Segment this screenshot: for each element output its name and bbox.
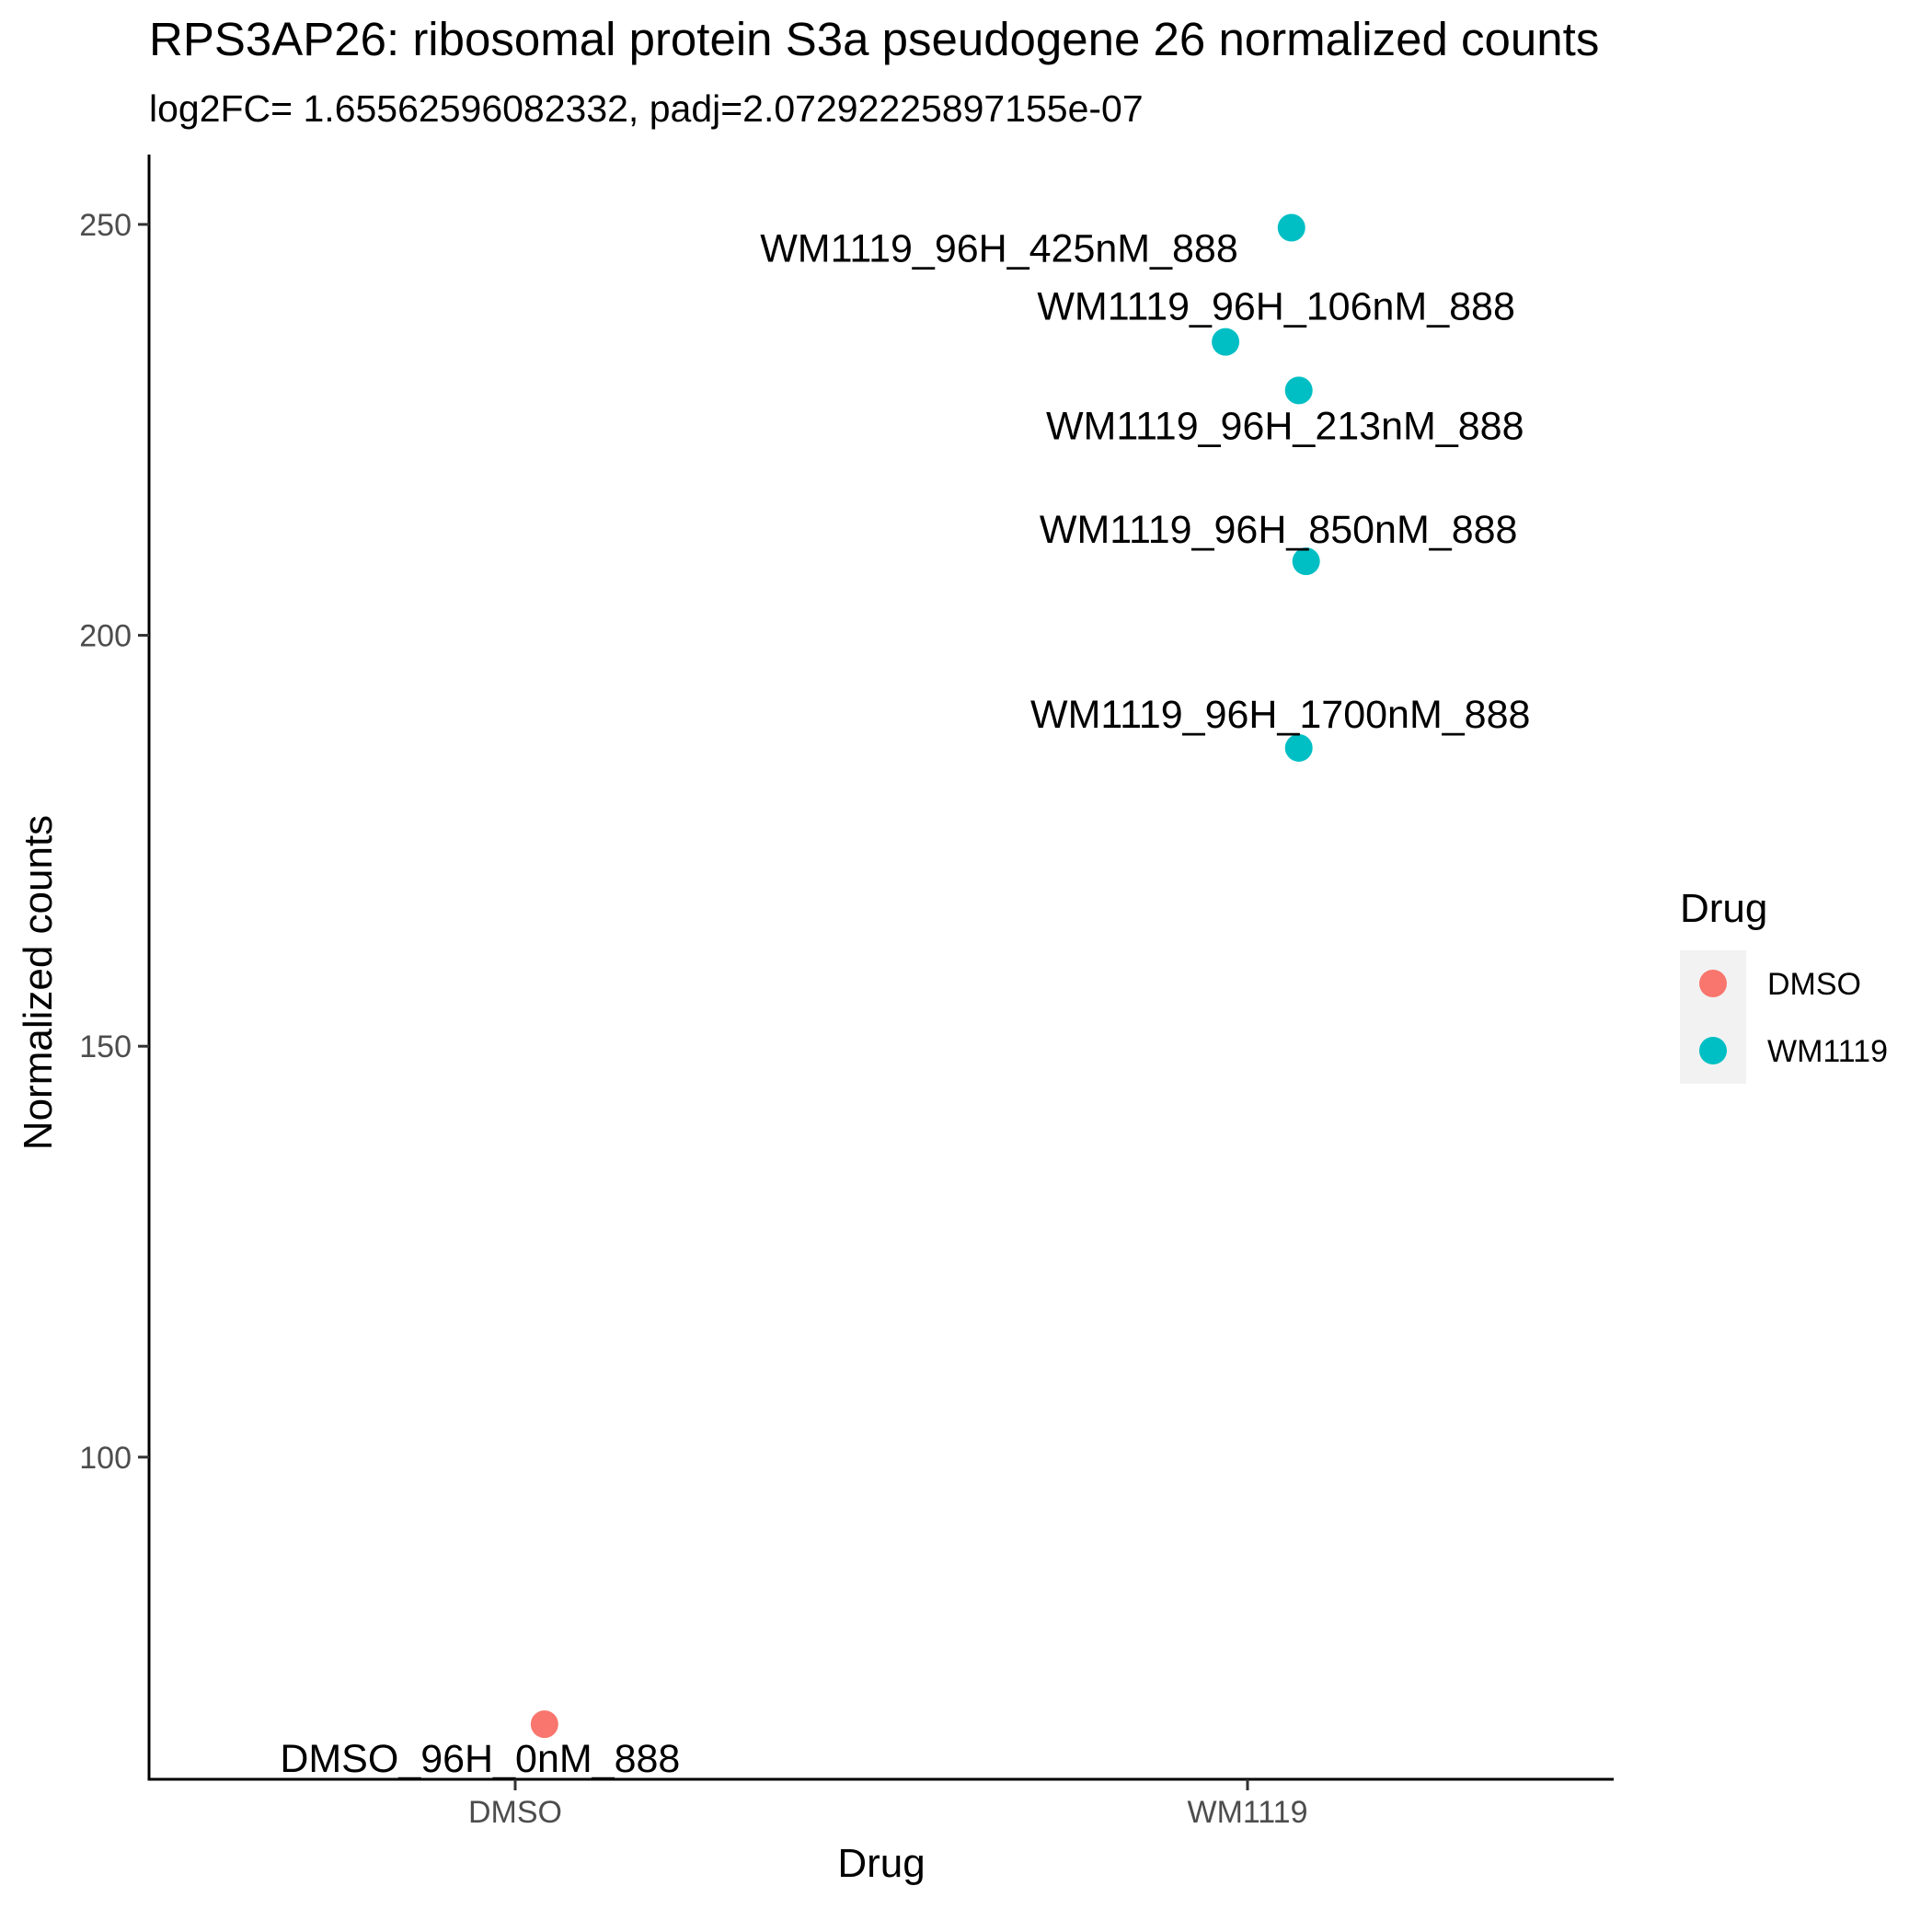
legend-title: Drug (1680, 886, 1767, 931)
y-tick-label: 200 (79, 619, 132, 654)
x-axis-ticks: DMSO WM1119 (468, 1779, 1308, 1830)
data-point (1212, 328, 1240, 356)
point-label: WM1119_96H_1700nM_888 (1030, 693, 1530, 737)
x-axis-title: Drug (837, 1841, 925, 1886)
data-point (1284, 733, 1313, 762)
legend-key (1699, 970, 1727, 997)
y-tick-label: 150 (79, 1029, 132, 1064)
y-axis-ticks: 100 150 200 250 (79, 208, 149, 1476)
point-label: WM1119_96H_850nM_888 (1040, 508, 1518, 552)
data-point (1284, 376, 1313, 405)
data-point (1292, 547, 1320, 576)
data-point (1277, 213, 1305, 242)
y-axis-title: Normalized counts (16, 815, 61, 1150)
x-tick-label: WM1119 (1187, 1795, 1307, 1830)
x-tick-label: DMSO (468, 1795, 562, 1830)
y-tick-label: 250 (79, 208, 132, 243)
legend-key (1699, 1037, 1727, 1064)
legend: Drug DMSO WM1119 (1680, 886, 1888, 1084)
legend-label: DMSO (1767, 967, 1861, 1002)
y-tick-label: 100 (79, 1441, 132, 1476)
point-label: DMSO_96H_0nM_888 (280, 1737, 680, 1781)
point-label: WM1119_96H_425nM_888 (760, 227, 1238, 271)
chart-title: RPS3AP26: ribosomal protein S3a pseudoge… (149, 13, 1599, 65)
plot-area: DMSO_96H_0nM_888 WM1119_96H_425nM_888 WM11… (280, 213, 1530, 1781)
chart-subtitle: log2FC= 1.65562596082332, padj=2.0729222… (149, 87, 1144, 130)
point-label: WM1119_96H_213nM_888 (1046, 404, 1524, 448)
legend-label: WM1119 (1767, 1034, 1888, 1069)
point-label: WM1119_96H_106nM_888 (1037, 285, 1515, 329)
data-point (530, 1710, 558, 1739)
